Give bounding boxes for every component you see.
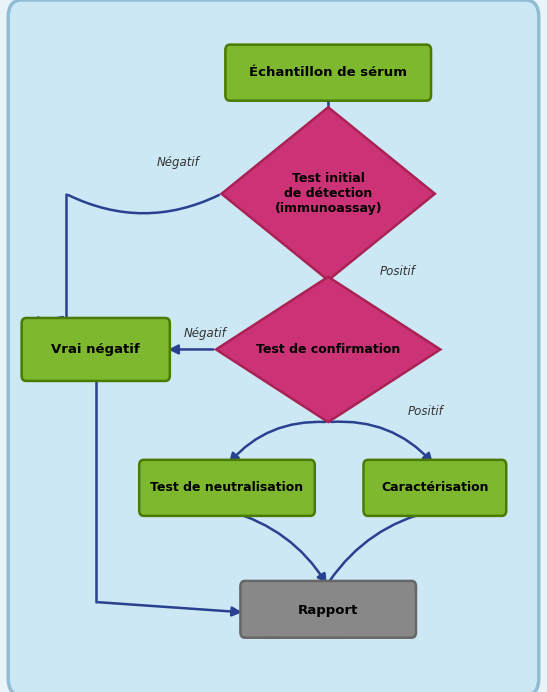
FancyBboxPatch shape — [139, 460, 315, 516]
Text: Rapport: Rapport — [298, 604, 358, 617]
FancyBboxPatch shape — [21, 318, 170, 381]
Polygon shape — [245, 626, 282, 638]
Text: Caractérisation: Caractérisation — [381, 482, 488, 494]
Ellipse shape — [278, 629, 379, 638]
FancyBboxPatch shape — [364, 460, 507, 516]
Text: Vrai négatif: Vrai négatif — [51, 343, 140, 356]
Text: Positif: Positif — [380, 265, 416, 277]
FancyBboxPatch shape — [225, 45, 431, 100]
Text: Test de confirmation: Test de confirmation — [256, 343, 400, 356]
Text: Positif: Positif — [408, 406, 443, 418]
FancyBboxPatch shape — [241, 581, 416, 638]
Polygon shape — [216, 277, 440, 422]
Text: Test de neutralisation: Test de neutralisation — [150, 482, 304, 494]
Text: Échantillon de sérum: Échantillon de sérum — [249, 66, 407, 79]
FancyBboxPatch shape — [245, 586, 411, 634]
Text: Négatif: Négatif — [156, 156, 199, 169]
Text: Négatif: Négatif — [184, 327, 226, 340]
Polygon shape — [222, 107, 435, 280]
Text: Test initial
de détection
(immunoassay): Test initial de détection (immunoassay) — [275, 172, 382, 215]
FancyBboxPatch shape — [8, 0, 539, 692]
